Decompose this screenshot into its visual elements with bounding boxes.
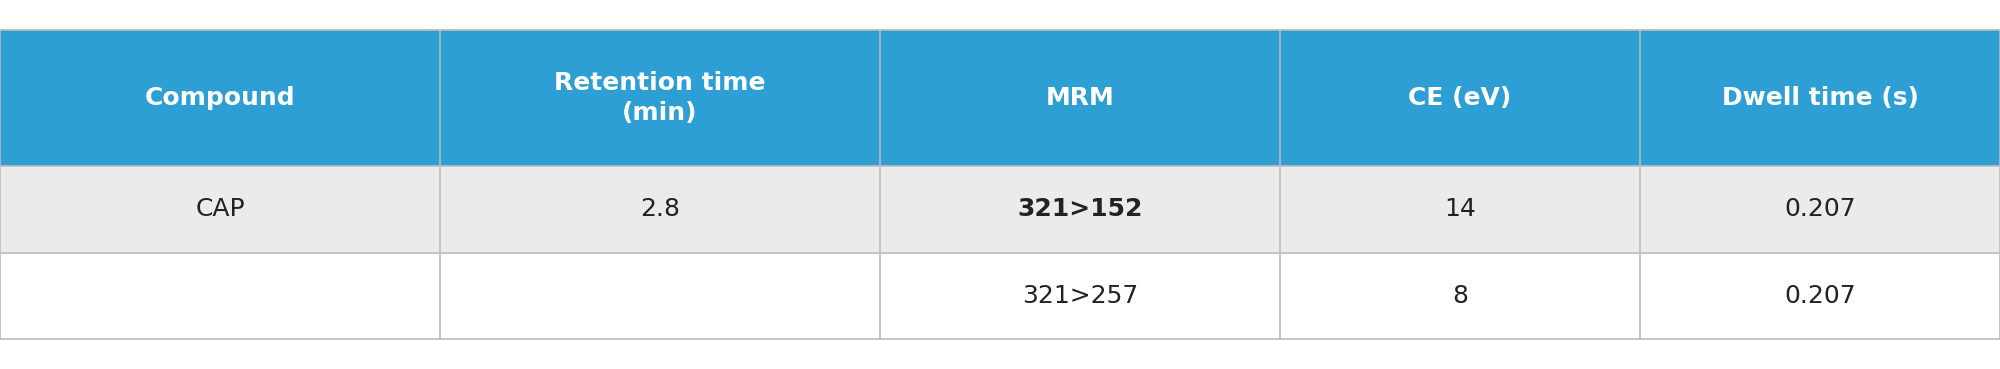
Text: 0.207: 0.207 [1784, 197, 1856, 221]
Text: CE (eV): CE (eV) [1408, 86, 1512, 110]
Bar [1640, 166, 2000, 253]
Bar [880, 253, 1280, 339]
Bar [1640, 30, 2000, 166]
Text: 0.207: 0.207 [1784, 284, 1856, 308]
Bar [440, 166, 880, 253]
Text: 321>152: 321>152 [1018, 197, 1142, 221]
Bar [440, 30, 880, 166]
Bar [440, 253, 880, 339]
Text: 321>257: 321>257 [1022, 284, 1138, 308]
Bar [880, 30, 1280, 166]
Text: Retention time
(min): Retention time (min) [554, 71, 766, 125]
Text: 2.8: 2.8 [640, 197, 680, 221]
Bar [1280, 30, 1640, 166]
Bar [880, 166, 1280, 253]
Bar [1640, 253, 2000, 339]
Text: 14: 14 [1444, 197, 1476, 221]
Text: CAP: CAP [196, 197, 244, 221]
Bar [0, 166, 440, 253]
Bar [0, 30, 440, 166]
Text: Compound: Compound [144, 86, 296, 110]
Text: MRM: MRM [1046, 86, 1114, 110]
Bar [1280, 253, 1640, 339]
Bar [0, 253, 440, 339]
Text: 8: 8 [1452, 284, 1468, 308]
Text: Dwell time (s): Dwell time (s) [1722, 86, 1918, 110]
Bar [1280, 166, 1640, 253]
